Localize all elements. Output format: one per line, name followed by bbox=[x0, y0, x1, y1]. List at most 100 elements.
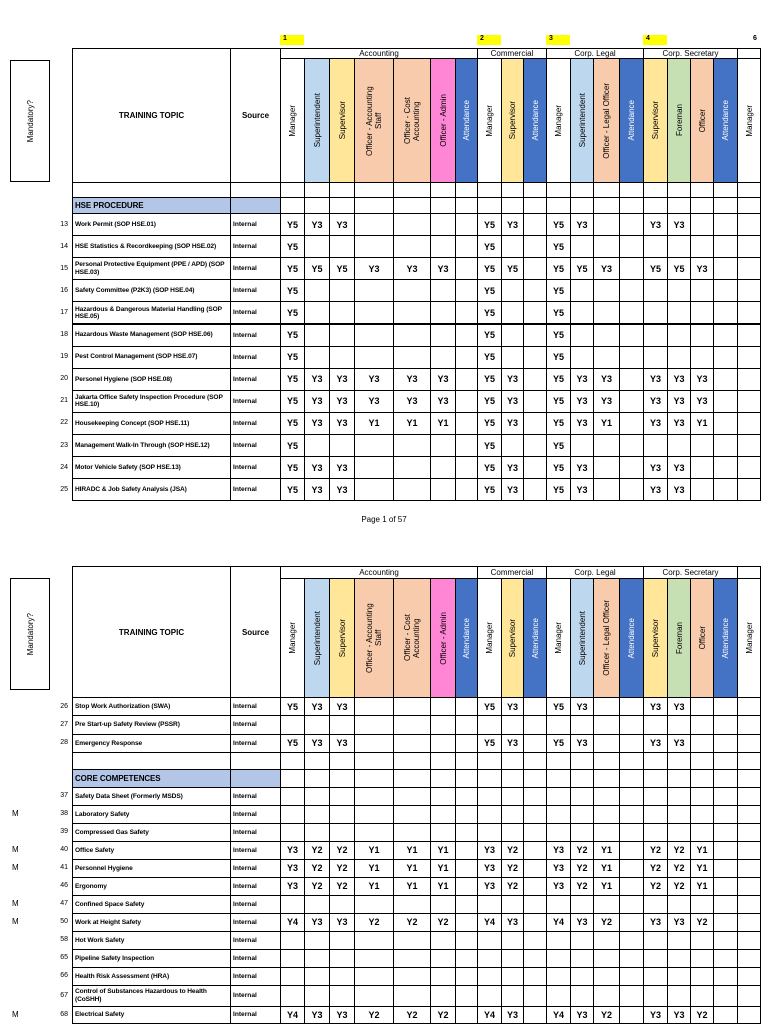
blank-cell bbox=[304, 182, 330, 198]
level-cell bbox=[667, 323, 691, 347]
level-cell bbox=[690, 966, 714, 986]
row-number: 46 bbox=[60, 882, 68, 890]
level-cell bbox=[523, 367, 547, 391]
level-cell bbox=[619, 345, 644, 369]
level-cell bbox=[523, 840, 547, 860]
level-cell: Y2 bbox=[593, 1005, 620, 1024]
level-cell bbox=[523, 822, 547, 842]
level-cell bbox=[354, 697, 394, 717]
role-header-text: Officer bbox=[697, 108, 707, 133]
blank-cell bbox=[354, 182, 394, 198]
role-header: Superintendent bbox=[304, 58, 330, 183]
level-cell: Y3 bbox=[570, 478, 594, 502]
level-cell bbox=[690, 456, 714, 480]
level-cell bbox=[523, 894, 547, 914]
level-cell: Y5 bbox=[546, 235, 571, 259]
level-cell bbox=[393, 786, 431, 806]
level-cell bbox=[393, 456, 431, 480]
level-cell: Y3 bbox=[643, 912, 668, 932]
level-cell: Y3 bbox=[329, 456, 355, 480]
level-cell: Y5 bbox=[546, 456, 571, 480]
level-cell bbox=[667, 948, 691, 968]
level-cell bbox=[354, 804, 394, 824]
level-cell: Y3 bbox=[667, 1005, 691, 1024]
source: Internal bbox=[230, 323, 281, 347]
level-cell bbox=[667, 301, 691, 325]
level-cell bbox=[304, 434, 330, 458]
blank-cell bbox=[354, 197, 394, 214]
blank-cell bbox=[280, 768, 305, 788]
level-cell: Y2 bbox=[593, 912, 620, 932]
level-cell bbox=[393, 715, 431, 735]
level-cell: Y3 bbox=[667, 456, 691, 480]
blank-cell bbox=[72, 182, 231, 198]
level-cell bbox=[477, 984, 502, 1007]
level-cell bbox=[523, 213, 547, 237]
level-cell: Y3 bbox=[667, 912, 691, 932]
role-header: Supervisor bbox=[329, 58, 355, 183]
row-number: 14 bbox=[60, 242, 68, 250]
role-header: Officer - Admin bbox=[430, 578, 456, 698]
role-header-text: Manager bbox=[554, 104, 563, 137]
level-cell bbox=[455, 411, 478, 435]
level-cell bbox=[737, 235, 761, 259]
level-cell bbox=[713, 389, 738, 413]
level-cell bbox=[280, 822, 305, 842]
role-header-text: Superintendent bbox=[577, 610, 587, 666]
blank-cell bbox=[329, 197, 355, 214]
blank-cell bbox=[713, 182, 738, 198]
level-cell bbox=[523, 456, 547, 480]
level-cell: Y1 bbox=[593, 840, 620, 860]
blank-cell bbox=[619, 197, 644, 214]
level-cell bbox=[477, 930, 502, 950]
level-cell: Y3 bbox=[570, 456, 594, 480]
row-number: 38 bbox=[60, 810, 68, 818]
level-cell: Y2 bbox=[304, 876, 330, 896]
level-cell: Y1 bbox=[393, 840, 431, 860]
blank-cell bbox=[501, 751, 524, 770]
row-number: 28 bbox=[60, 739, 68, 747]
level-cell bbox=[329, 894, 355, 914]
training-topic: Pre Start-up Safety Review (PSSR) bbox=[72, 715, 231, 735]
level-cell bbox=[455, 456, 478, 480]
level-cell bbox=[455, 389, 478, 413]
level-cell bbox=[354, 894, 394, 914]
level-cell: Y2 bbox=[304, 840, 330, 860]
level-cell bbox=[667, 235, 691, 259]
level-cell: Y1 bbox=[354, 411, 394, 435]
level-cell bbox=[643, 715, 668, 735]
level-cell bbox=[570, 984, 594, 1007]
level-cell bbox=[455, 715, 478, 735]
level-cell bbox=[593, 213, 620, 237]
level-cell bbox=[501, 894, 524, 914]
training-topic: Hazardous & Dangerous Material Handling … bbox=[72, 301, 231, 325]
level-cell bbox=[619, 894, 644, 914]
level-cell bbox=[393, 804, 431, 824]
training-topic: Stop Work Authorization (SWA) bbox=[72, 697, 231, 717]
source: Internal bbox=[230, 930, 281, 950]
blank-cell bbox=[304, 751, 330, 770]
level-cell bbox=[619, 367, 644, 391]
level-cell bbox=[455, 984, 478, 1007]
level-cell bbox=[354, 930, 394, 950]
level-cell bbox=[570, 323, 594, 347]
level-cell bbox=[393, 323, 431, 347]
level-cell bbox=[477, 966, 502, 986]
source: Internal bbox=[230, 301, 281, 325]
role-header-text: Officer - Cost Accounting bbox=[403, 614, 421, 662]
role-header-text: Attendance bbox=[627, 100, 636, 141]
role-header-text: Foreman bbox=[674, 104, 684, 137]
training-topic: Pest Control Management (SOP HSE.07) bbox=[72, 345, 231, 369]
level-cell bbox=[455, 894, 478, 914]
source: Internal bbox=[230, 804, 281, 824]
training-topic: Management Walk-In Through (SOP HSE.12) bbox=[72, 434, 231, 458]
level-cell: Y4 bbox=[280, 912, 305, 932]
level-cell: Y3 bbox=[667, 478, 691, 502]
blank-cell bbox=[690, 182, 714, 198]
level-cell bbox=[546, 822, 571, 842]
level-cell bbox=[619, 697, 644, 717]
level-cell bbox=[593, 434, 620, 458]
row-number: 41 bbox=[60, 864, 68, 872]
level-cell bbox=[713, 840, 738, 860]
level-cell bbox=[593, 301, 620, 325]
